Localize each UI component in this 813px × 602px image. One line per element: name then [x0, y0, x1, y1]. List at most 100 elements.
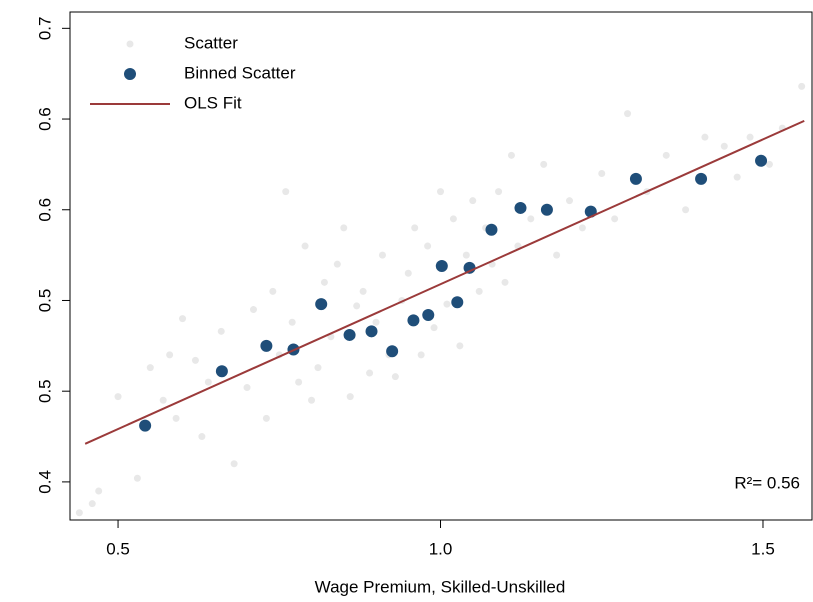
scatter-point — [114, 393, 122, 401]
y-tick-label: 0.5 — [35, 289, 54, 313]
scatter-point — [507, 151, 515, 159]
legend-label: OLS Fit — [184, 93, 242, 112]
binned-point — [343, 328, 356, 341]
scatter-point — [733, 173, 741, 181]
scatter-point — [475, 287, 483, 295]
scatter-point — [598, 169, 606, 177]
binned-point — [422, 308, 435, 321]
binned-point — [365, 325, 378, 338]
scatter-point — [430, 324, 438, 332]
scatter-point — [288, 318, 296, 326]
scatter-point — [217, 327, 225, 335]
y-tick-label: 0.5 — [35, 379, 54, 403]
binned-point — [755, 154, 768, 167]
scatter-point — [314, 364, 322, 372]
scatter-point — [204, 378, 212, 386]
scatter-point — [269, 287, 277, 295]
binned-point — [315, 298, 328, 311]
binned-point — [695, 172, 708, 185]
scatter-point — [166, 351, 174, 359]
scatter-point — [359, 287, 367, 295]
scatter-point — [701, 133, 709, 141]
scatter-point — [191, 356, 199, 364]
scatter-point — [662, 151, 670, 159]
scatter-point — [133, 474, 141, 482]
scatter-point — [230, 460, 238, 468]
scatter-point — [746, 133, 754, 141]
scatter-point — [262, 414, 270, 422]
scatter-point — [88, 500, 96, 508]
scatter-point — [765, 160, 773, 168]
scatter-point — [372, 318, 380, 326]
legend-swatch — [126, 40, 134, 48]
binned-point — [407, 314, 420, 327]
scatter-point — [443, 300, 451, 308]
scatter-point — [527, 215, 535, 223]
scatter-point — [456, 342, 464, 350]
binned-point — [629, 172, 642, 185]
scatter-point — [611, 215, 619, 223]
scatter-point — [462, 251, 470, 259]
binned-point — [451, 296, 464, 309]
scatter-point — [378, 251, 386, 259]
legend-swatch — [124, 68, 136, 80]
x-tick-label: 0.5 — [106, 539, 130, 558]
scatter-point — [301, 242, 309, 250]
scatter-point — [540, 160, 548, 168]
scatter-point — [798, 82, 806, 90]
binned-point — [540, 203, 553, 216]
scatter-point — [449, 215, 457, 223]
x-tick-label: 1.5 — [751, 539, 775, 558]
scatter-point — [333, 260, 341, 268]
binned-point — [435, 260, 448, 272]
legend-label: Binned Scatter — [184, 63, 296, 82]
y-tick-label: 0.4 — [35, 470, 54, 494]
legend-label: Scatter — [184, 33, 238, 52]
scatter-point — [146, 364, 154, 372]
scatter-point — [295, 378, 303, 386]
y-tick-label: 0.7 — [35, 17, 54, 41]
scatter-point — [249, 306, 257, 314]
scatter-point — [720, 142, 728, 150]
scatter-point — [391, 373, 399, 381]
scatter-point — [411, 224, 419, 232]
scatter-point — [578, 224, 586, 232]
scatter-point — [282, 188, 290, 196]
scatter-point — [424, 242, 432, 250]
scatter-point — [501, 278, 509, 286]
scatter-point — [159, 396, 167, 404]
scatter-point — [404, 269, 412, 277]
binned-point — [485, 223, 498, 236]
scatter-point — [566, 197, 574, 205]
scatter-point — [179, 315, 187, 323]
scatter-point — [682, 206, 690, 214]
scatter-point — [95, 487, 103, 495]
binned-point — [215, 365, 228, 378]
scatter-point — [417, 351, 425, 359]
scatter-point — [346, 393, 354, 401]
scatter-point — [437, 188, 445, 196]
scatter-point — [340, 224, 348, 232]
scatter-point — [353, 302, 361, 310]
scatter-point — [366, 369, 374, 377]
scatter-point — [172, 414, 180, 422]
y-tick-label: 0.6 — [35, 107, 54, 131]
annotation: R²= 0.56 — [734, 473, 800, 492]
scatter-point — [553, 251, 561, 259]
scatter-point — [320, 278, 328, 286]
binned-point — [386, 345, 399, 358]
x-tick-label: 1.0 — [429, 539, 453, 558]
scatter-point — [75, 509, 83, 517]
x-axis-label: Wage Premium, Skilled-Unskilled — [315, 577, 566, 596]
y-tick-label: 0.6 — [35, 198, 54, 222]
scatter-point — [469, 197, 477, 205]
binned-point — [260, 339, 273, 352]
scatter-point — [624, 110, 632, 118]
fit-line — [84, 119, 805, 445]
binned-point — [514, 201, 527, 214]
scatter-point — [198, 433, 206, 441]
scatter-point — [495, 188, 503, 196]
scatter-point — [243, 384, 251, 392]
